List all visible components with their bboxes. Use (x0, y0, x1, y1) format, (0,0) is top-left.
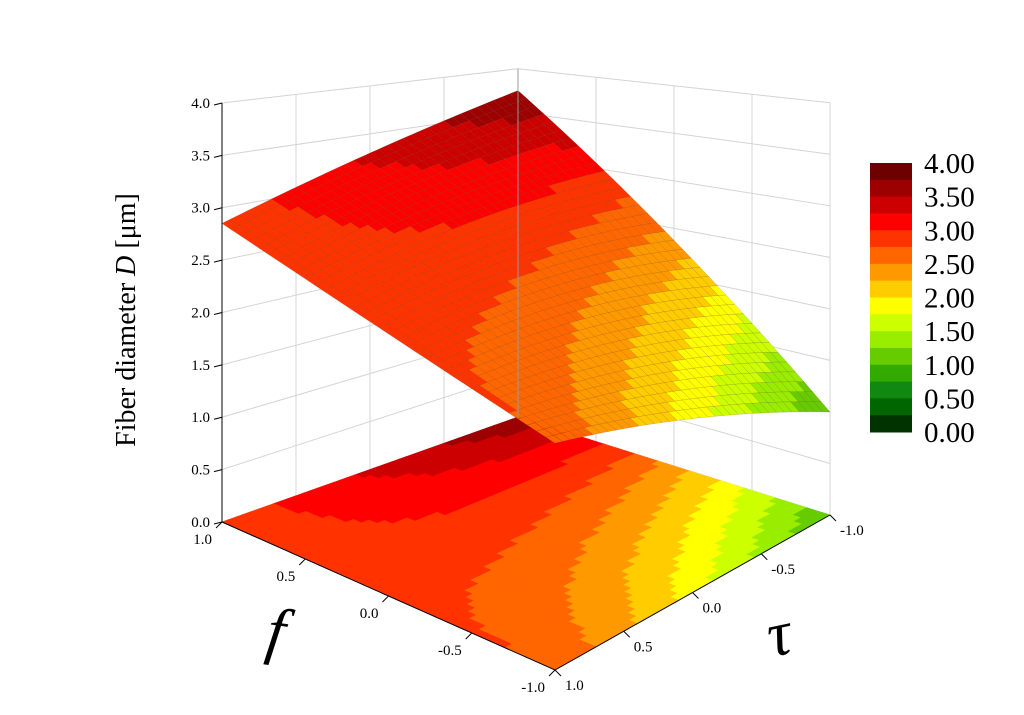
colorbar-band (870, 163, 912, 181)
colorbar-band (870, 230, 912, 248)
tau-tick-label: -0.5 (771, 562, 795, 578)
colorbar-band (870, 347, 912, 366)
tau-tick-label: 1.0 (565, 678, 584, 694)
z-tick (213, 259, 223, 263)
f-tick-label: 0.5 (277, 569, 296, 585)
f-tick (465, 632, 473, 640)
tau-tick (692, 592, 699, 599)
colorbar-band (870, 213, 912, 231)
z-tick (213, 364, 223, 368)
colorbar-band (870, 179, 912, 198)
colorbar-label: 4.00 (924, 148, 975, 180)
colorbar-label: 1.00 (924, 350, 975, 382)
tau-tick (554, 669, 562, 677)
tick-labels: 0.0 0.5 1.0 1.5 2.0 2.5 3.0 3.5 4.0 1.0 0.5 0.0 -0.5… (191, 96, 864, 696)
colorbar-band (870, 415, 912, 433)
tau-tick (760, 553, 768, 561)
tau-tick (829, 514, 837, 522)
z-tick-label: 2.5 (191, 253, 210, 269)
colorbar-label: 0.50 (924, 383, 975, 415)
z-tick-label: 0.0 (191, 515, 210, 531)
z-tick (213, 311, 223, 315)
z-tick-label: 0.5 (191, 463, 210, 479)
f-tick-label: 1.0 (193, 532, 212, 548)
f-axis-label: f (263, 594, 299, 668)
colorbar-label: 2.50 (924, 249, 975, 281)
tau-tick-label: -1.0 (840, 523, 864, 539)
f-tick (548, 669, 556, 677)
z-tick-label: 4.0 (191, 96, 210, 112)
z-tick (213, 154, 223, 158)
colorbar-band (870, 331, 912, 349)
z-axis-label: Fiber diameter D [μm] (111, 193, 142, 447)
f-tick (215, 521, 223, 529)
tau-tick (623, 630, 631, 638)
f-tick-label: -1.0 (521, 680, 545, 696)
f-tick (298, 558, 306, 566)
colorbar-band (870, 196, 912, 214)
colorbar: 4.003.503.002.502.001.501.000.500.00 (870, 148, 975, 449)
z-tick (213, 521, 223, 525)
z-tick-label: 1.0 (191, 410, 210, 426)
colorbar-label: 0.00 (924, 417, 975, 449)
z-tick-label: 1.5 (191, 358, 210, 374)
surface-cell (545, 434, 564, 444)
z-tick-label: 3.5 (191, 148, 210, 164)
f-tick (382, 595, 389, 603)
z-tick (213, 207, 223, 211)
colorbar-band (870, 247, 912, 265)
colorbar-label: 3.50 (924, 182, 975, 214)
z-tick (213, 416, 223, 420)
colorbar-band (870, 364, 912, 383)
colorbar-label: 3.00 (924, 215, 975, 247)
tau-tick-label: 0.0 (703, 601, 722, 617)
colorbar-band (870, 398, 912, 416)
colorbar-band (870, 381, 912, 399)
colorbar-band (870, 263, 912, 282)
z-tick (213, 102, 223, 106)
colorbar-label: 1.50 (924, 316, 975, 348)
z-tick-label: 2.0 (191, 305, 210, 321)
colorbar-band (870, 280, 912, 298)
tau-tick-label: 0.5 (634, 639, 653, 655)
colorbar-band (870, 297, 912, 315)
z-tick-label: 3.0 (191, 201, 210, 217)
tau-axis-label: τ (760, 596, 799, 671)
response-surface (221, 90, 831, 444)
f-tick-label: -0.5 (438, 643, 462, 659)
z-tick (213, 469, 223, 473)
colorbar-label: 2.00 (924, 283, 975, 315)
f-tick-label: 0.0 (360, 606, 379, 622)
colorbar-band (870, 314, 912, 332)
